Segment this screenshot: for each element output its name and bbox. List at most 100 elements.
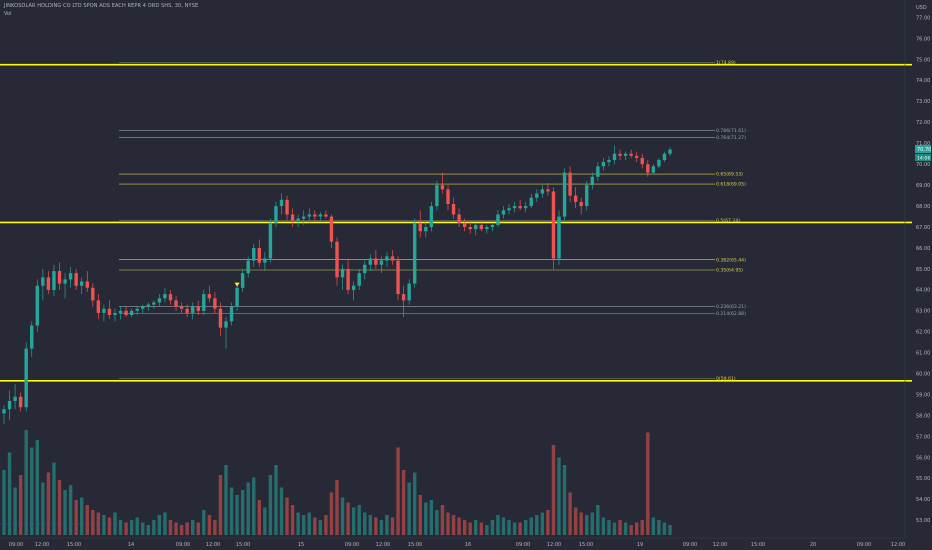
volume-bar [346, 502, 350, 535]
candle-body [363, 264, 367, 274]
candle-body [191, 306, 195, 313]
candle-body [30, 325, 34, 349]
candle-body [68, 273, 73, 280]
volume-bar [46, 472, 51, 535]
volume-bar [274, 465, 278, 535]
volume-bar [529, 517, 533, 535]
volume-bar [501, 517, 506, 535]
candle-body [501, 210, 506, 215]
candle-body [2, 409, 6, 414]
candle-body [63, 279, 67, 284]
volume-bar [68, 485, 73, 535]
time-tick-label: 12:00 [713, 542, 727, 548]
candle-body [263, 258, 267, 263]
fibonacci-levels[interactable]: 0.786(71.61)0.764(71.27) 0.65(69.53) 0.618… [119, 128, 746, 317]
candle-body [357, 273, 361, 286]
volume-bar [368, 515, 372, 535]
volume-bar [363, 512, 367, 535]
volume-bar [635, 522, 639, 535]
volume-bar [80, 497, 84, 535]
volume-bar [124, 522, 128, 535]
horizontal-lines[interactable]: 1(74.89) 0.5(67.24) 0(59.61) [0, 60, 912, 382]
symbol-title: JINKOSOLAR HOLDING CO LTD SPON ADS EACH … [4, 3, 199, 9]
price-tick-label: 66.00 [916, 246, 930, 252]
candle-body [85, 281, 89, 288]
time-axis-ticks[interactable]: 09:00 12:00 15:00 14 09:00 12:00 15:00 15 09:00 1… [9, 542, 905, 548]
price-axis-ticks[interactable]: 77.00 76.00 75.00 74.00 73.00 72.00 71.00 70.00… [916, 15, 930, 524]
volume-bar [540, 512, 545, 535]
candle-body [618, 153, 622, 156]
time-tick-label: 15:00 [236, 542, 250, 548]
price-tick-label: 61.00 [916, 351, 930, 357]
volume-bar [612, 522, 617, 535]
candle-body [329, 216, 334, 242]
volume-bar [279, 487, 284, 535]
time-tick-label: 09:00 [176, 542, 190, 548]
time-tick-label: 14 [128, 542, 134, 548]
candle-body [374, 258, 378, 265]
price-tick-label: 59.00 [916, 392, 930, 398]
volume-bar [390, 517, 395, 535]
price-tick-label: 76.00 [916, 36, 930, 42]
fib-level-label: 0.236(63.21) [716, 304, 746, 310]
candle-body [524, 206, 528, 209]
candle-body [657, 160, 661, 167]
countdown-box [915, 154, 931, 161]
candle-body [335, 241, 339, 278]
candle-body [240, 273, 245, 288]
candle-body [124, 310, 128, 316]
volume-bar [401, 470, 406, 535]
candle-body [518, 206, 522, 209]
fib-level-label: 0.35(64.95) [716, 268, 743, 274]
volume-indicator-label[interactable]: Vol [4, 11, 12, 17]
volume-bar [30, 447, 34, 535]
candle-body [113, 312, 117, 316]
volume-bar [246, 482, 250, 535]
volume-bar [562, 465, 567, 535]
volume-bar [52, 462, 56, 535]
time-tick-label: 16 [465, 542, 471, 548]
time-tick-label: 12:00 [891, 542, 905, 548]
volume-bar [168, 520, 173, 535]
volume-bar [590, 512, 594, 535]
fib-level-label: 0.382(65.44) [716, 257, 746, 263]
volume-bar [24, 430, 28, 535]
time-tick-label: 09:00 [857, 542, 871, 548]
candle-body [46, 277, 51, 290]
candle-body [296, 218, 300, 221]
volume-bar [13, 487, 17, 535]
candle-body [568, 172, 572, 196]
candle-body [146, 304, 150, 307]
price-tick-label: 57.00 [916, 434, 930, 440]
candle-body [668, 149, 672, 154]
volume-bar [507, 520, 511, 535]
volume-bar [446, 512, 450, 535]
volume-bar [185, 522, 189, 535]
horizontal-line-label: 0(59.61) [716, 376, 736, 382]
candle-body [107, 308, 112, 316]
volume-bar [535, 515, 539, 535]
candle-body [401, 294, 406, 301]
volume-bar [229, 487, 234, 535]
candle-body [302, 216, 306, 219]
price-tick-label: 71.00 [916, 141, 930, 147]
volume-bar [462, 520, 467, 535]
price-tick-label: 62.00 [916, 330, 930, 336]
volume-bar [141, 522, 145, 535]
volume-bar [668, 525, 672, 535]
price-tick-label: 54.00 [916, 497, 930, 503]
volume-bar [118, 520, 123, 535]
candle-body [285, 199, 289, 215]
candle-body [623, 153, 628, 156]
volume-bar [179, 525, 184, 535]
fib-level-label: 0.618(69.05) [716, 182, 746, 188]
price-tick-label: 72.00 [916, 120, 930, 126]
time-tick-label: 09:00 [516, 542, 530, 548]
volume-bar [640, 520, 644, 535]
volume-bar [313, 517, 317, 535]
candle-body [235, 287, 239, 307]
volume-bar [7, 452, 12, 535]
fib-level-label: 0.65(69.53) [716, 172, 743, 178]
candle-body [202, 294, 206, 311]
